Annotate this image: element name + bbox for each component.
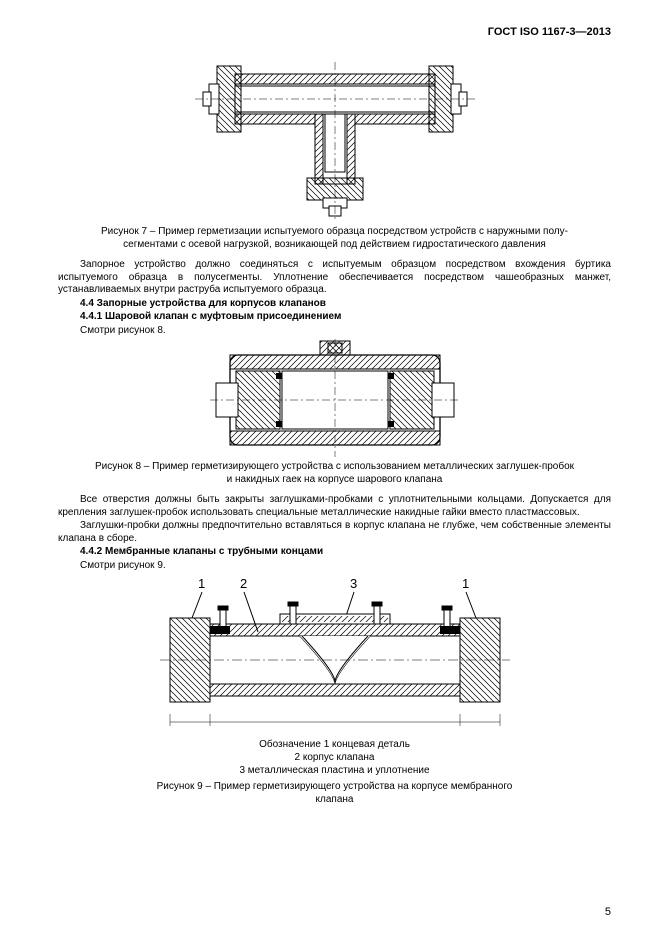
figure-7-caption: Рисунок 7 – Пример герметизации испытуем… [58,226,611,251]
legend-line-1: Обозначение 1 концевая деталь [58,738,611,751]
figure-9-label-1b: 1 [462,576,469,591]
figure-9: 1 2 3 1 [58,574,611,734]
figure-9-label-2: 2 [240,576,247,591]
figure-8-svg [210,339,460,457]
paragraph-3: Заглушки-пробки должны предпочтительно в… [58,520,611,545]
figure-9-caption: Рисунок 9 – Пример герметизирующего устр… [58,781,611,806]
figure-9-label-1a: 1 [198,576,205,591]
figure-9-legend: Обозначение 1 концевая деталь 2 корпус к… [58,738,611,777]
figure-8 [58,339,611,457]
paragraph-2: Все отверстия должны быть закрыты заглуш… [58,494,611,519]
section-4-4-2: 4.4.2 Мембранные клапаны с трубными конц… [58,546,611,559]
legend-line-2: 2 корпус клапана [58,751,611,764]
figure-8-caption: Рисунок 8 – Пример герметизирующего устр… [58,461,611,486]
figure-9-label-3: 3 [350,576,357,591]
see-fig-9: Смотри рисунок 9. [58,560,611,573]
figure-9-svg: 1 2 3 1 [150,574,520,734]
see-fig-8: Смотри рисунок 8. [58,325,611,338]
section-4-4: 4.4 Запорные устройства для корпусов кла… [58,298,611,311]
paragraph-1: Запорное устройство должно соединяться с… [58,259,611,297]
doc-header: ГОСТ ISO 1167-3—2013 [58,26,611,38]
section-4-4-1: 4.4.1 Шаровой клапан с муфтовым присоеди… [58,311,611,324]
legend-line-3: 3 металлическая пластина и уплотнение [58,764,611,777]
page-number: 5 [605,906,611,918]
figure-7 [58,44,611,222]
figure-7-svg [195,44,475,222]
page: ГОСТ ISO 1167-3—2013 [0,0,661,936]
